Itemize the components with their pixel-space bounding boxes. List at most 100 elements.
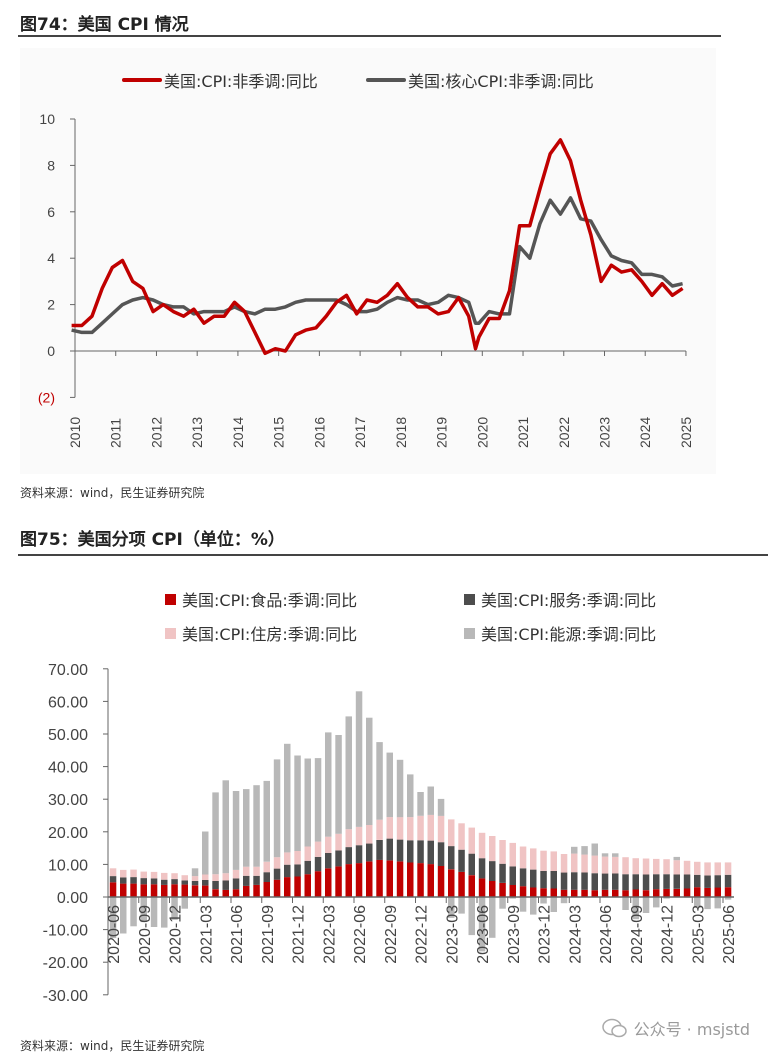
legend-swatch	[165, 593, 176, 605]
figure75-title: 图75：美国分项 CPI（单位：%）	[20, 530, 285, 550]
chart1-x-tick-label: 2025	[678, 417, 694, 448]
chart1-legend-headline: 美国:CPI:非季调:同比	[122, 68, 318, 92]
chart1-background	[20, 48, 716, 474]
bar-segment	[202, 874, 209, 880]
bar-segment	[325, 836, 332, 853]
bar-segment	[448, 897, 455, 918]
bar-segment	[355, 845, 363, 864]
bar-segment	[653, 889, 660, 897]
bar-segment	[499, 897, 506, 909]
bar-segment	[601, 853, 609, 857]
bar-segment	[120, 877, 127, 884]
bar-segment	[232, 889, 240, 897]
chart2-y-tick-label: -20.00	[43, 955, 88, 972]
bar-segment	[366, 717, 373, 825]
bar-segment	[427, 840, 434, 865]
bar-segment	[109, 868, 117, 877]
bar-segment	[386, 838, 393, 861]
bar-segment	[571, 846, 578, 854]
chart2-x-tick-label: 2024-03	[567, 905, 584, 964]
bar-segment	[437, 815, 445, 843]
bar-segment	[489, 861, 496, 881]
bar-segment	[642, 858, 650, 875]
bar-segment	[478, 832, 486, 859]
bar-segment	[140, 884, 147, 897]
bar-segment	[263, 872, 270, 882]
bar-segment	[632, 858, 639, 875]
bar-segment	[304, 846, 311, 861]
bar-segment	[417, 863, 424, 897]
chart2-legend-food: 美国:CPI:食品:季调:同比	[165, 587, 357, 611]
bar-segment	[273, 879, 281, 897]
chart1-x-tick-label: 2013	[189, 417, 205, 448]
bar-segment	[663, 859, 670, 875]
watermark-text: 公众号 · msjstd	[633, 1020, 750, 1039]
chart1-y-tick-label: 8	[47, 157, 55, 173]
chart2-y-tick-label: 0.00	[57, 890, 88, 907]
bar-segment	[171, 884, 178, 897]
chart1-x-tick-label: 2011	[108, 418, 124, 448]
bar-segment	[222, 880, 229, 890]
chart2-x-tick-label: 2025-03	[690, 905, 707, 964]
bar-segment	[642, 874, 650, 891]
bar-segment	[724, 862, 732, 875]
bar-segment	[509, 866, 516, 885]
chart2-x-tick-label: 2022-06	[352, 905, 369, 964]
bar-segment	[530, 848, 537, 870]
bar-segment	[489, 881, 496, 897]
bar-segment	[724, 887, 732, 897]
chart1-x-tick-label: 2020	[474, 417, 490, 448]
bar-segment	[673, 888, 680, 897]
bar-segment	[458, 897, 465, 914]
bar-segment	[673, 860, 680, 875]
bar-segment	[560, 897, 568, 904]
bar-segment	[591, 873, 598, 891]
bar-segment	[304, 874, 311, 897]
bar-segment	[284, 864, 291, 878]
bar-segment	[417, 792, 424, 816]
bar-segment	[345, 829, 352, 848]
chart2-x-tick-label: 2023-09	[506, 905, 523, 964]
bar-segment	[130, 883, 137, 897]
bar-segment	[540, 897, 547, 904]
bar-segment	[612, 889, 619, 897]
bar-segment	[571, 889, 578, 897]
bar-segment	[622, 857, 629, 875]
chart1-x-tick-label: 2012	[148, 417, 164, 448]
bar-segment	[130, 869, 137, 878]
bar-segment	[212, 792, 219, 875]
bar-segment	[468, 853, 475, 876]
chart2-y-tick-label: -10.00	[43, 923, 88, 940]
bar-segment	[376, 819, 383, 840]
bar-segment	[448, 869, 455, 897]
legend-swatch	[165, 627, 176, 639]
bar-segment	[704, 897, 711, 910]
bar-segment	[571, 853, 578, 873]
bar-segment	[694, 897, 701, 908]
bar-segment	[253, 884, 260, 897]
chart2-x-tick-label: 2022-03	[321, 905, 338, 964]
legend-label: 美国:CPI:能源:季调:同比	[481, 625, 657, 644]
bar-segment	[202, 831, 209, 875]
wechat-icon	[601, 1018, 627, 1038]
chart2-y-tick-label: 10.00	[48, 857, 88, 874]
chart2-y-tick-label: 40.00	[48, 760, 88, 777]
chart2-x-tick-label: 2020-12	[168, 905, 185, 964]
title-rule	[18, 554, 768, 556]
bar-segment	[427, 864, 434, 897]
bar-segment	[212, 889, 219, 897]
bar-segment	[550, 870, 557, 889]
chart2-x-tick-label: 2022-09	[383, 905, 400, 964]
bar-segment	[694, 861, 701, 875]
bar-segment	[386, 752, 393, 818]
chart2-x-tick-label: 2020-06	[106, 905, 123, 964]
bar-segment	[673, 874, 680, 889]
bar-segment	[601, 873, 609, 890]
bar-segment	[714, 897, 721, 909]
chart2-x-tick-label: 2024-09	[629, 905, 646, 964]
bar-segment	[212, 874, 219, 881]
bar-segment	[294, 876, 301, 897]
bar-segment	[550, 897, 557, 912]
bar-segment	[243, 866, 250, 876]
bar-segment	[161, 884, 168, 897]
